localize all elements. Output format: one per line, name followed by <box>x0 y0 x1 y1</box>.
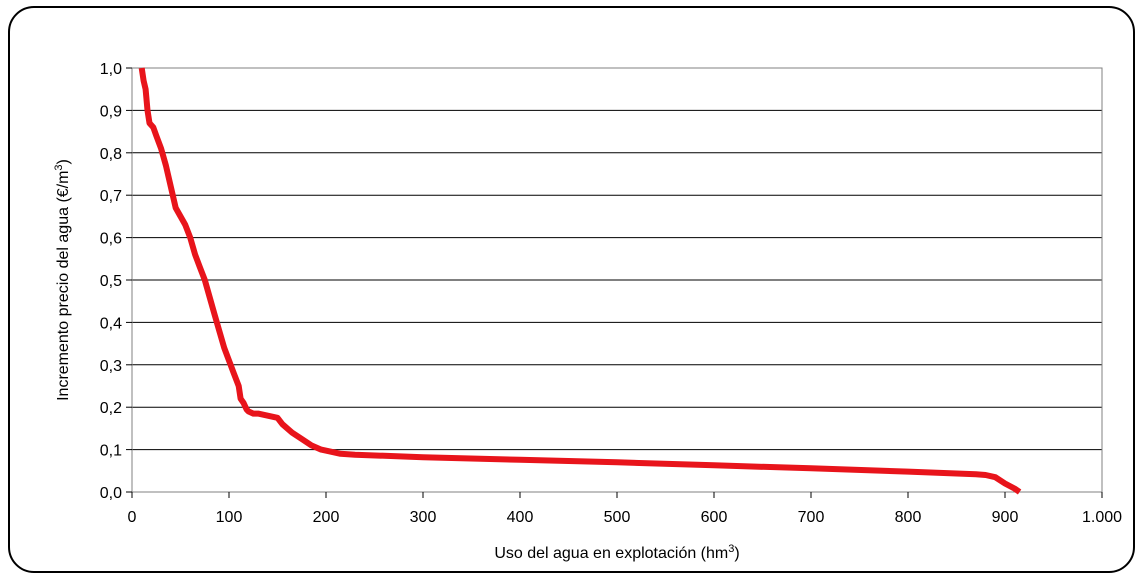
y-tick-label: 0,9 <box>100 103 122 120</box>
x-tick-label: 500 <box>604 509 631 526</box>
y-axis-title-text: Incremento precio del agua (€/m <box>55 171 72 401</box>
y-tick-label: 0,3 <box>100 358 122 375</box>
y-tick-label: 0,0 <box>100 485 122 502</box>
y-tick-label: 1,0 <box>100 61 122 78</box>
x-tick-label: 400 <box>507 509 534 526</box>
x-tick-label: 1.000 <box>1082 509 1122 526</box>
x-axis-ticks: 0 100 200 300 400 500 600 700 800 900 1.000 <box>128 492 1122 526</box>
x-tick-label: 700 <box>798 509 825 526</box>
x-tick-label: 100 <box>216 509 243 526</box>
series-line <box>138 67 1022 495</box>
x-axis-title-text: Uso del agua en explotación (hm <box>494 545 728 562</box>
gridlines <box>132 67 1102 451</box>
x-tick-label: 900 <box>992 509 1019 526</box>
y-axis-ticks: 0,0 0,1 0,2 0,3 0,4 0,5 0,6 0,7 0,8 0,9 1,0 <box>100 61 132 502</box>
x-axis-title-superscript: 3 <box>728 543 734 555</box>
y-tick-label: 0,4 <box>100 315 122 332</box>
y-tick-label: 0,5 <box>100 273 122 290</box>
y-tick-label: 0,8 <box>100 146 122 163</box>
x-axis-title: Uso del agua en explotación (hm3) <box>494 543 739 562</box>
x-tick-label: 600 <box>701 509 728 526</box>
y-tick-label: 0,7 <box>100 188 122 205</box>
y-tick-label: 0,2 <box>100 400 122 417</box>
x-tick-label: 0 <box>128 509 137 526</box>
x-axis-title-tail: ) <box>734 545 739 562</box>
x-tick-label: 200 <box>313 509 340 526</box>
x-tick-label: 800 <box>895 509 922 526</box>
chart-frame <box>8 6 1135 573</box>
y-axis-title-tail: ) <box>55 159 72 164</box>
y-tick-label: 0,6 <box>100 231 122 248</box>
series-layer <box>138 67 1022 495</box>
y-tick-label: 0,1 <box>100 443 122 460</box>
y-axis-title-superscript: 3 <box>53 164 65 170</box>
x-tick-label: 300 <box>410 509 437 526</box>
y-axis-title: Incremento precio del agua (€/m3) <box>53 159 72 401</box>
